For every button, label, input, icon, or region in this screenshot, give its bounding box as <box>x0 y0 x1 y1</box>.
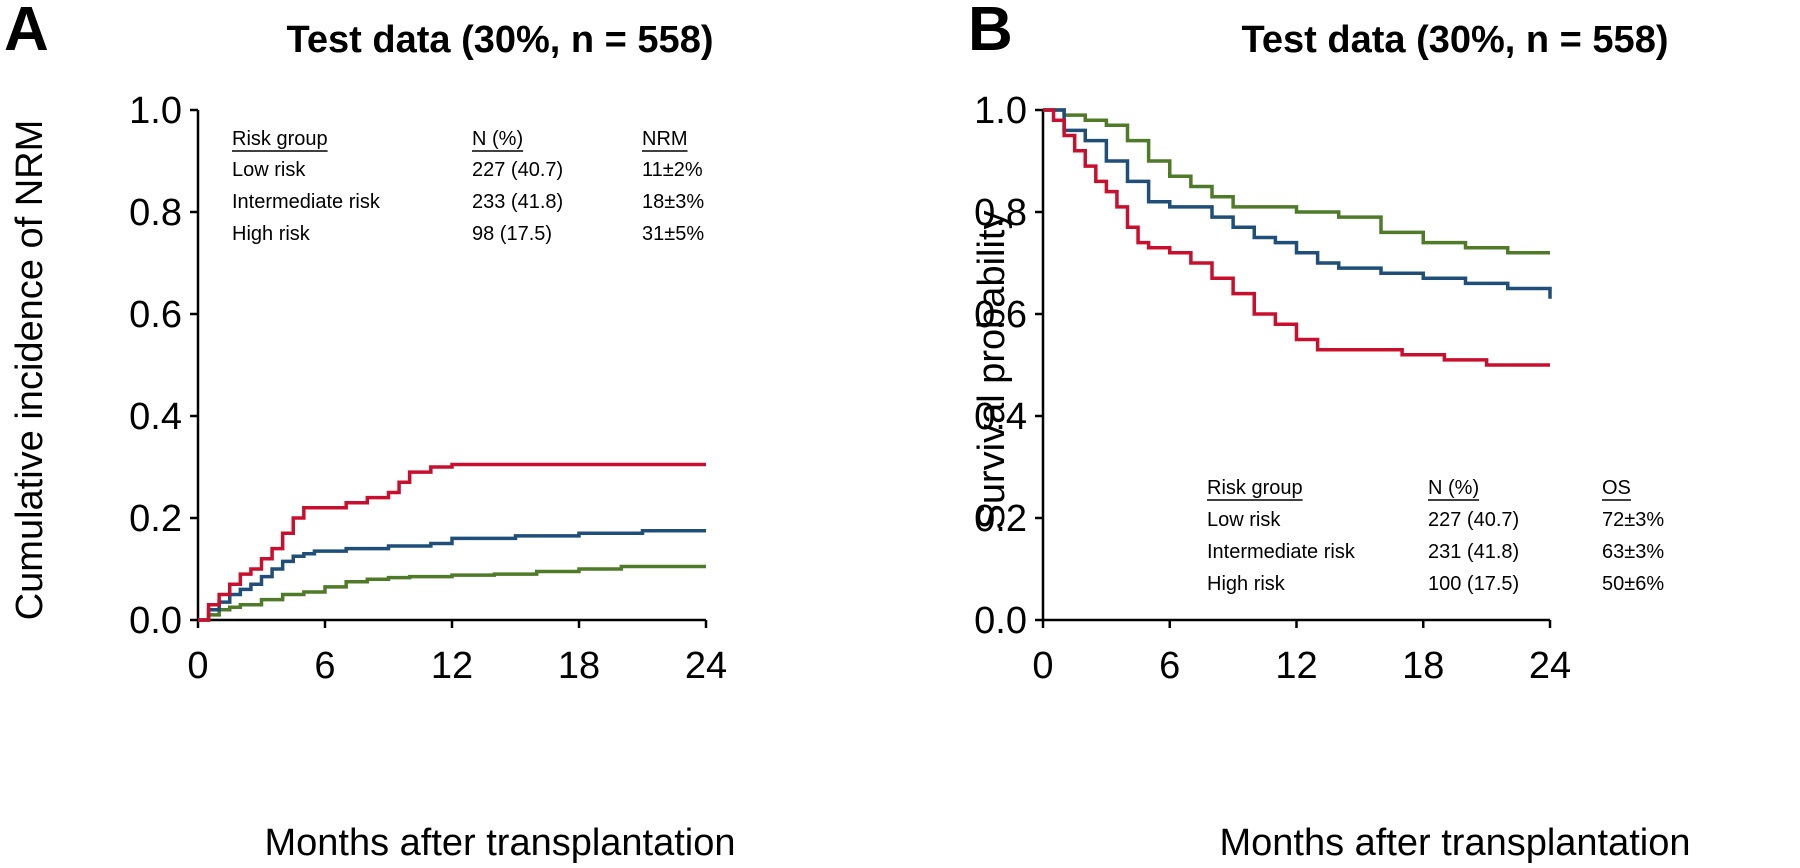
panel-b-x-axis-label: Months after transplantation <box>1219 822 1690 864</box>
panel-b-x-tick-label: 24 <box>1529 645 1571 687</box>
panel-b-x-tick-label: 12 <box>1275 645 1317 687</box>
panel-b-legend-header-n: N (%) <box>1428 477 1479 499</box>
panel-a-legend-row-low-n: 227 (40.7) <box>472 159 563 181</box>
panel-b-x-tick-label: 6 <box>1159 645 1180 687</box>
panel-a-legend-header-group: Risk group <box>232 128 328 150</box>
panel-b-series-high-risk <box>1043 108 1550 367</box>
panel-b-legend-row-low-stat: 72±3% <box>1602 509 1664 531</box>
panel-b-legend-row-intermediate-stat: 63±3% <box>1602 541 1664 563</box>
panel-b-y-tick-label: 0.4 <box>974 396 1027 438</box>
panel-a-title: Test data (30%, n = 558) <box>287 19 714 61</box>
panel-a-x-tick-label: 12 <box>431 645 473 687</box>
panel-a: A Test data (30%, n = 558) Months after … <box>4 0 736 864</box>
panel-a-y-tick-label: 0.2 <box>129 498 182 540</box>
panel-b: B Test data (30%, n = 558) Months after … <box>968 0 1691 864</box>
panel-b-letter: B <box>968 0 1013 64</box>
panel-a-legend-row-intermediate-n: 233 (41.8) <box>472 191 563 213</box>
panel-b-y-tick-label: 0.0 <box>974 600 1027 642</box>
panel-a-legend-row-high-group: High risk <box>232 223 311 245</box>
panel-b-series-intermediate-risk <box>1043 108 1552 299</box>
panel-a-x-tick-label: 24 <box>685 645 727 687</box>
panel-a-legend-header-stat: NRM <box>642 128 688 150</box>
panel-b-title: Test data (30%, n = 558) <box>1242 19 1669 61</box>
panel-a-legend-header-n: N (%) <box>472 128 523 150</box>
panel-a-x-tick-label: 18 <box>558 645 600 687</box>
panel-a-series-low-risk <box>198 564 706 622</box>
panel-b-legend-row-high-n: 100 (17.5) <box>1428 573 1519 595</box>
panel-a-y-tick-label: 0.4 <box>129 396 182 438</box>
panel-a-series-high-risk <box>198 462 706 622</box>
panel-b-legend-row-high-group: High risk <box>1207 573 1286 595</box>
panel-a-x-tick-label: 6 <box>314 645 335 687</box>
panel-b-y-tick-label: 0.8 <box>974 192 1027 234</box>
panel-a-series-intermediate-risk <box>198 529 706 622</box>
panel-b-x-tick-label: 0 <box>1032 645 1053 687</box>
panel-b-legend-row-intermediate-group: Intermediate risk <box>1207 541 1356 563</box>
panel-a-y-axis-label: Cumulative incidence of NRM <box>9 120 51 621</box>
panel-b-legend-row-low-n: 227 (40.7) <box>1428 509 1519 531</box>
panel-b-x-tick-label: 18 <box>1402 645 1444 687</box>
panel-a-x-tick-label: 0 <box>187 645 208 687</box>
panel-a-y-tick-label: 0.0 <box>129 600 182 642</box>
panel-b-legend-header-stat: OS <box>1602 477 1631 499</box>
panel-b-legend-row-intermediate-n: 231 (41.8) <box>1428 541 1519 563</box>
panel-a-legend-row-low-stat: 11±2% <box>642 159 703 181</box>
panel-a-legend-row-intermediate-group: Intermediate risk <box>232 191 381 213</box>
panel-a-y-tick-label: 1.0 <box>129 90 182 132</box>
panel-b-legend-row-low-group: Low risk <box>1207 509 1281 531</box>
panel-a-legend-row-high-stat: 31±5% <box>642 223 704 245</box>
panel-b-y-tick-label: 1.0 <box>974 90 1027 132</box>
panel-a-legend-row-low-group: Low risk <box>232 159 306 181</box>
panel-b-series-low-risk <box>1043 108 1550 255</box>
panel-b-legend-row-high-stat: 50±6% <box>1602 573 1664 595</box>
panel-b-y-tick-label: 0.6 <box>974 294 1027 336</box>
panel-a-x-axis-label: Months after transplantation <box>264 822 735 864</box>
panel-a-legend-row-high-n: 98 (17.5) <box>472 223 552 245</box>
panel-b-legend-header-group: Risk group <box>1207 477 1303 499</box>
panel-a-y-tick-label: 0.6 <box>129 294 182 336</box>
panel-a-letter: A <box>4 0 49 64</box>
panel-b-y-axis-label: Survival probability <box>971 211 1013 530</box>
panel-a-y-tick-label: 0.8 <box>129 192 182 234</box>
panel-a-legend-row-intermediate-stat: 18±3% <box>642 191 704 213</box>
panel-b-y-tick-label: 0.2 <box>974 498 1027 540</box>
